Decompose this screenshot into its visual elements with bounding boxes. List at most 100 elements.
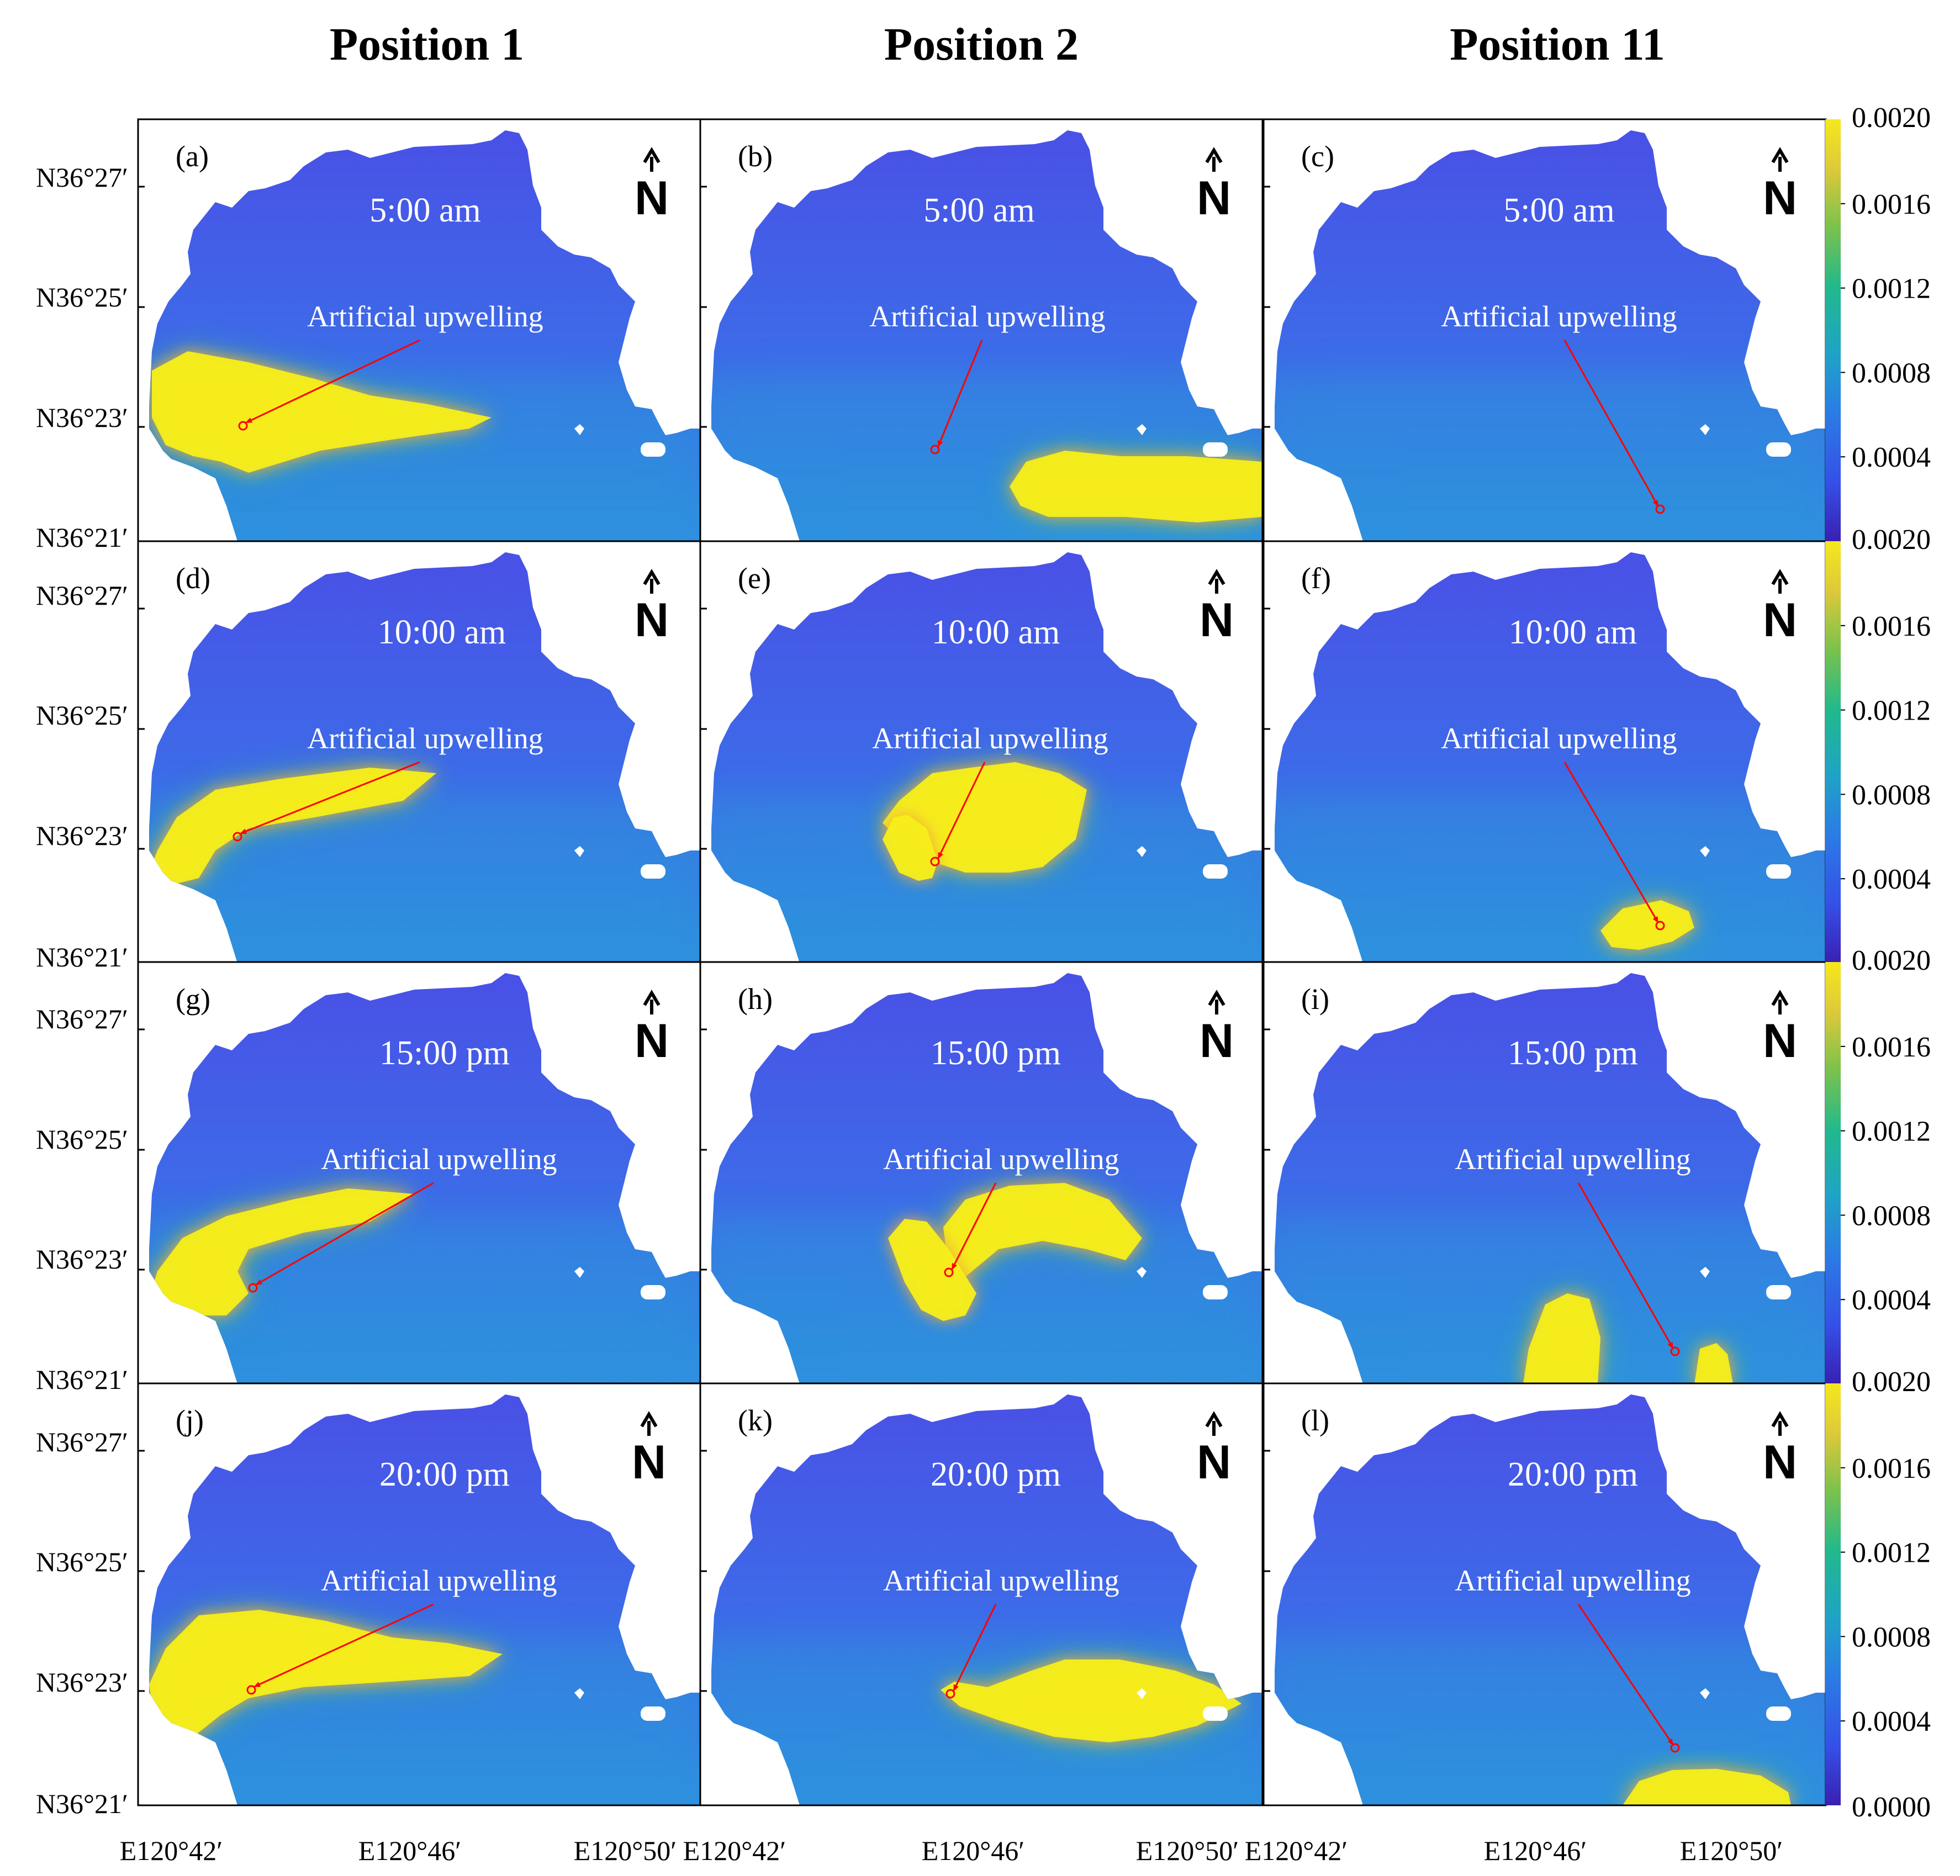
island bbox=[641, 864, 665, 879]
colorbar-gradient bbox=[1825, 1383, 1841, 1805]
panel-tag: (d) bbox=[176, 562, 210, 595]
lat-tick-r1-25: N36°25′ bbox=[36, 700, 128, 731]
upwelling-site-marker bbox=[1655, 921, 1665, 931]
colorbar-top-label: 0.0020 bbox=[1852, 945, 1931, 976]
island bbox=[1203, 864, 1228, 879]
island bbox=[641, 1285, 665, 1299]
map-panel-k: (k) 20:00 pm Artificial upwelling N bbox=[699, 1382, 1264, 1806]
lon-tick-c1-46: E120°46′ bbox=[922, 1835, 1024, 1866]
colorbar-row-1: 0.0020 0.0016 0.0012 0.0008 0.0004 bbox=[1825, 102, 1931, 541]
north-label: N bbox=[1200, 594, 1234, 647]
island bbox=[1700, 1688, 1710, 1699]
island bbox=[574, 846, 584, 857]
lon-tick-c1-42: E120°42′ bbox=[683, 1835, 786, 1866]
north-label: N bbox=[635, 594, 669, 647]
island bbox=[574, 424, 584, 435]
plume-core bbox=[943, 1183, 1142, 1277]
island bbox=[1203, 442, 1228, 457]
time-label: 10:00 am bbox=[1509, 614, 1637, 651]
lon-tick-c0-42: E120°42′ bbox=[120, 1835, 223, 1866]
concentration-plume bbox=[883, 762, 1087, 873]
north-arrow-head bbox=[1205, 1411, 1223, 1428]
map-panel-b: (b) 5:00 am Artificial upwelling N bbox=[699, 118, 1264, 542]
upwelling-site-marker bbox=[1655, 504, 1665, 514]
panel-frame bbox=[699, 1382, 1264, 1806]
colorbar-label: 0.0016 bbox=[1852, 1032, 1931, 1063]
colorbar-label: 0.0004 bbox=[1852, 1706, 1931, 1737]
upwelling-arrow bbox=[937, 340, 983, 447]
colorbar-bottom-label: 0.0000 bbox=[1852, 1792, 1931, 1823]
island bbox=[1203, 1706, 1228, 1721]
concentration-plume bbox=[883, 815, 938, 881]
north-label: N bbox=[1197, 1436, 1231, 1489]
lat-tick-r1-27: N36°27′ bbox=[36, 580, 128, 611]
north-label: N bbox=[1763, 594, 1797, 647]
island bbox=[1137, 1688, 1147, 1699]
map-panel-h: (h) 15:00 pm Artificial upwelling N bbox=[699, 961, 1264, 1385]
colorbar-row-2: 0.0020 0.0016 0.0012 0.0008 0.0004 bbox=[1825, 524, 1931, 963]
upwelling-label: Artificial upwelling bbox=[883, 1564, 1119, 1597]
lat-tick-r3-23: N36°23′ bbox=[36, 1667, 128, 1698]
time-label: 10:00 am bbox=[932, 614, 1060, 651]
north-arrow-icon: N bbox=[1197, 147, 1231, 225]
north-arrow-head bbox=[643, 147, 661, 163]
colorbar-label: 0.0016 bbox=[1852, 1453, 1931, 1484]
north-label: N bbox=[1763, 1014, 1797, 1068]
plume-core bbox=[883, 815, 938, 881]
island bbox=[641, 1706, 665, 1721]
column-title-position-2: Position 2 bbox=[884, 19, 1079, 70]
colorbar-label: 0.0008 bbox=[1852, 1200, 1931, 1232]
panel-tag: (h) bbox=[738, 982, 773, 1016]
latitude-axis: N36°27′ N36°25′ N36°23′ N36°21′ N36°27′ … bbox=[36, 162, 128, 1819]
plume-core bbox=[149, 1610, 503, 1737]
lat-tick-r1-23: N36°23′ bbox=[36, 820, 128, 851]
upwelling-site-marker bbox=[238, 421, 248, 431]
plume-core bbox=[888, 1219, 976, 1321]
upwelling-arrow bbox=[951, 1182, 997, 1270]
north-label: N bbox=[1763, 172, 1797, 225]
time-label: 5:00 am bbox=[369, 192, 480, 229]
north-arrow-head bbox=[643, 990, 661, 1006]
colorbar-label: 0.0012 bbox=[1852, 1537, 1931, 1569]
north-arrow-head bbox=[1208, 569, 1225, 585]
concentration-plume bbox=[1623, 1769, 1791, 1805]
north-label: N bbox=[1197, 172, 1231, 225]
plume-core bbox=[1010, 451, 1262, 522]
panel-tag: (i) bbox=[1301, 982, 1329, 1016]
island bbox=[1766, 864, 1791, 879]
upwelling-site-marker bbox=[930, 445, 940, 455]
time-label: 20:00 pm bbox=[1508, 1456, 1638, 1493]
island bbox=[1766, 1285, 1791, 1299]
north-arrow-icon: N bbox=[1763, 569, 1797, 647]
sea-area bbox=[1275, 1394, 1826, 1805]
upwelling-label: Artificial upwelling bbox=[321, 1564, 557, 1597]
upwelling-arrow bbox=[1563, 762, 1659, 923]
lat-tick-r3-27: N36°27′ bbox=[36, 1426, 128, 1457]
water-band bbox=[1275, 795, 1826, 963]
plume-core bbox=[883, 762, 1087, 873]
lat-tick-r2-21: N36°21′ bbox=[36, 1364, 128, 1395]
time-label: 20:00 pm bbox=[379, 1456, 510, 1493]
north-arrow-head bbox=[1771, 147, 1789, 163]
north-label: N bbox=[635, 172, 669, 225]
colorbar-label: 0.0004 bbox=[1852, 1285, 1931, 1316]
north-arrow-head bbox=[1205, 147, 1223, 163]
colorbar-label: 0.0008 bbox=[1852, 1621, 1931, 1653]
concentration-plume bbox=[1694, 1343, 1733, 1384]
upwelling-arrow bbox=[953, 1604, 997, 1692]
colorbar-label: 0.0008 bbox=[1852, 779, 1931, 811]
north-arrow-icon: N bbox=[1200, 569, 1234, 647]
sea-area bbox=[1275, 130, 1826, 541]
upwelling-label: Artificial upwelling bbox=[1455, 1143, 1690, 1176]
plume-core bbox=[1694, 1343, 1733, 1384]
lon-tick-c0-46: E120°46′ bbox=[358, 1835, 461, 1866]
colorbar-gradient bbox=[1825, 119, 1841, 541]
island bbox=[1203, 1285, 1228, 1299]
panel-tag: (k) bbox=[738, 1404, 773, 1437]
upwelling-site-marker bbox=[945, 1689, 955, 1699]
lat-tick-r2-23: N36°23′ bbox=[36, 1244, 128, 1275]
upwelling-arrow bbox=[1577, 1604, 1674, 1746]
concentration-plume bbox=[1523, 1293, 1600, 1384]
upwelling-label: Artificial upwelling bbox=[869, 300, 1105, 333]
